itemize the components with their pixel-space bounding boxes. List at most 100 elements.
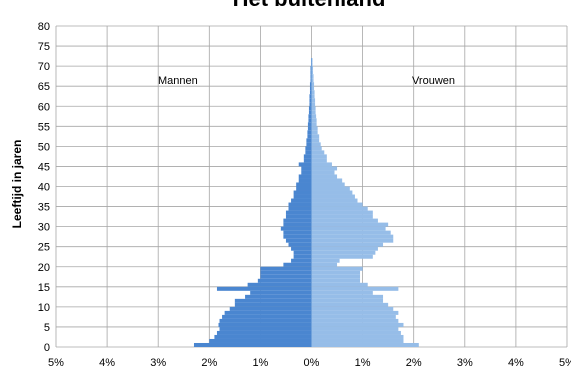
bar-men	[309, 82, 312, 87]
bar-women	[311, 74, 314, 79]
bar-women	[311, 102, 316, 107]
bar-women	[311, 338, 404, 343]
y-tick-label: 30	[38, 222, 50, 234]
bar-men	[308, 118, 312, 123]
bar-men	[291, 198, 312, 203]
bar-women	[311, 214, 373, 219]
y-tick-label: 25	[38, 242, 50, 254]
bar-women	[311, 174, 338, 179]
bar-women	[311, 286, 399, 291]
bar-women	[311, 318, 399, 323]
bar-men	[306, 142, 312, 147]
x-tick-label: 1%	[252, 357, 268, 369]
bar-women	[311, 226, 386, 231]
bar-men	[310, 62, 312, 67]
bar-women	[311, 342, 419, 347]
bar-men	[280, 226, 312, 231]
bar-men	[293, 254, 312, 259]
bar-women	[311, 294, 384, 299]
bar-men	[257, 278, 312, 283]
y-tick-label: 10	[38, 302, 50, 314]
y-tick-label: 40	[38, 182, 50, 194]
bar-men	[283, 222, 312, 227]
bar-women	[311, 138, 320, 143]
x-tick-label: 4%	[99, 357, 115, 369]
bar-men	[285, 238, 312, 243]
bar-men	[218, 322, 312, 327]
bar-women	[311, 182, 345, 187]
bar-men	[283, 234, 312, 239]
bar-men	[303, 154, 312, 159]
bar-women	[311, 278, 361, 283]
x-tick-label: 0%	[304, 357, 320, 369]
bar-women	[311, 238, 394, 243]
bar-men	[307, 122, 312, 127]
bar-men	[209, 338, 312, 343]
bar-men	[283, 230, 312, 235]
annotation-women: Vrouwen	[412, 75, 455, 87]
bar-women	[311, 66, 314, 71]
bar-women	[311, 114, 317, 119]
y-tick-label: 65	[38, 81, 50, 93]
y-tick-label: 15	[38, 282, 50, 294]
bar-men	[293, 190, 312, 195]
bar-men	[309, 94, 312, 99]
bar-men	[216, 286, 312, 291]
bar-men	[285, 214, 312, 219]
bar-men	[308, 106, 312, 111]
bar-women	[311, 178, 343, 183]
bar-women	[311, 110, 316, 115]
bar-women	[311, 250, 376, 255]
bar-men	[260, 270, 312, 275]
bar-women	[311, 242, 384, 247]
bar-women	[311, 290, 373, 295]
bar-women	[311, 94, 315, 99]
bar-women	[311, 254, 373, 259]
bar-women	[311, 314, 396, 319]
bar-women	[311, 334, 404, 339]
bar-women	[311, 134, 320, 139]
bar-men	[288, 206, 312, 211]
bar-women	[311, 98, 316, 103]
bar-men	[224, 310, 312, 315]
bar-men	[222, 314, 312, 319]
bar-men	[245, 294, 312, 299]
bar-women	[311, 106, 316, 111]
bar-men	[293, 194, 312, 199]
bar-women	[311, 190, 353, 195]
series-women-bars	[311, 58, 419, 347]
bar-women	[311, 310, 399, 315]
bar-men	[285, 210, 312, 215]
bar-women	[311, 186, 350, 191]
bar-men	[283, 262, 312, 267]
bar-women	[311, 282, 368, 287]
bar-women	[311, 166, 338, 171]
bar-men	[214, 334, 312, 339]
bar-women	[311, 258, 340, 263]
y-tick-labels: 0 5 10 15 20 25 30 35 40 45 50 55 60 65 70 75 80	[38, 21, 50, 354]
bar-women	[311, 86, 315, 91]
bar-men	[229, 306, 312, 311]
bar-men	[247, 282, 312, 287]
bar-women	[311, 330, 401, 335]
y-tick-label: 60	[38, 101, 50, 113]
bar-women	[311, 162, 332, 167]
bar-men	[234, 298, 312, 303]
bar-men	[308, 114, 312, 119]
bar-men	[283, 218, 312, 223]
bar-women	[311, 322, 404, 327]
bar-women	[311, 262, 338, 267]
bar-women	[311, 154, 327, 159]
bar-men	[303, 158, 312, 163]
bar-women	[311, 82, 315, 87]
bar-men	[301, 166, 312, 171]
bar-women	[311, 270, 361, 275]
bar-men	[310, 74, 312, 79]
bar-men	[288, 202, 312, 207]
bar-men	[309, 90, 312, 95]
x-tick-labels: 5% 4% 3% 2% 1% 0% 1% 2% 3% 4% 5%	[48, 357, 571, 369]
bar-men	[298, 162, 312, 167]
bar-men	[291, 246, 312, 251]
